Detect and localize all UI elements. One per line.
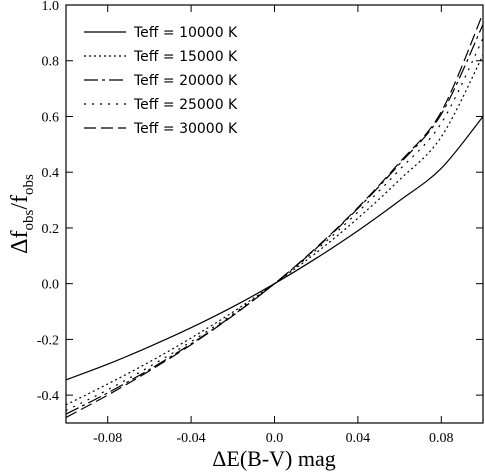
legend-label: Teff = 25000 K <box>133 97 238 113</box>
x-tick-label: 0.0 <box>266 431 284 446</box>
y-tick-label: 0.0 <box>42 278 60 293</box>
legend-label: Teff = 30000 K <box>133 121 238 137</box>
y-tick-label: 0.4 <box>42 166 60 181</box>
legend-label: Teff = 10000 K <box>133 25 238 41</box>
legend: Teff = 10000 K Teff = 15000 K Teff = 20000… <box>84 25 238 137</box>
legend-label: Teff = 15000 K <box>133 49 238 65</box>
y-tick-label: 0.6 <box>42 110 60 125</box>
y-tick-label: 0.2 <box>42 222 60 237</box>
y-tick-label: 1.0 <box>42 0 60 14</box>
axis-ticks: -0.08 -0.04 0.0 0.04 0.08 -0.4 -0.2 0.0 0.2 0.4 0.… <box>37 0 483 446</box>
y-tick-label: -0.2 <box>37 333 59 348</box>
series-line <box>65 24 484 415</box>
y-tick-label: 0.8 <box>42 55 60 70</box>
x-tick-label: -0.04 <box>177 431 206 446</box>
x-axis-title: ΔE(B-V) mag <box>212 446 336 471</box>
x-tick-label: 0.04 <box>346 431 371 446</box>
y-axis-title: Δfobs/fobs <box>7 174 37 254</box>
plot-area <box>65 13 484 418</box>
legend-label: Teff = 20000 K <box>133 73 238 89</box>
x-tick-label: -0.08 <box>93 431 122 446</box>
series-line <box>65 13 484 418</box>
x-tick-label: 0.08 <box>429 431 454 446</box>
y-tick-label: -0.4 <box>37 389 59 404</box>
